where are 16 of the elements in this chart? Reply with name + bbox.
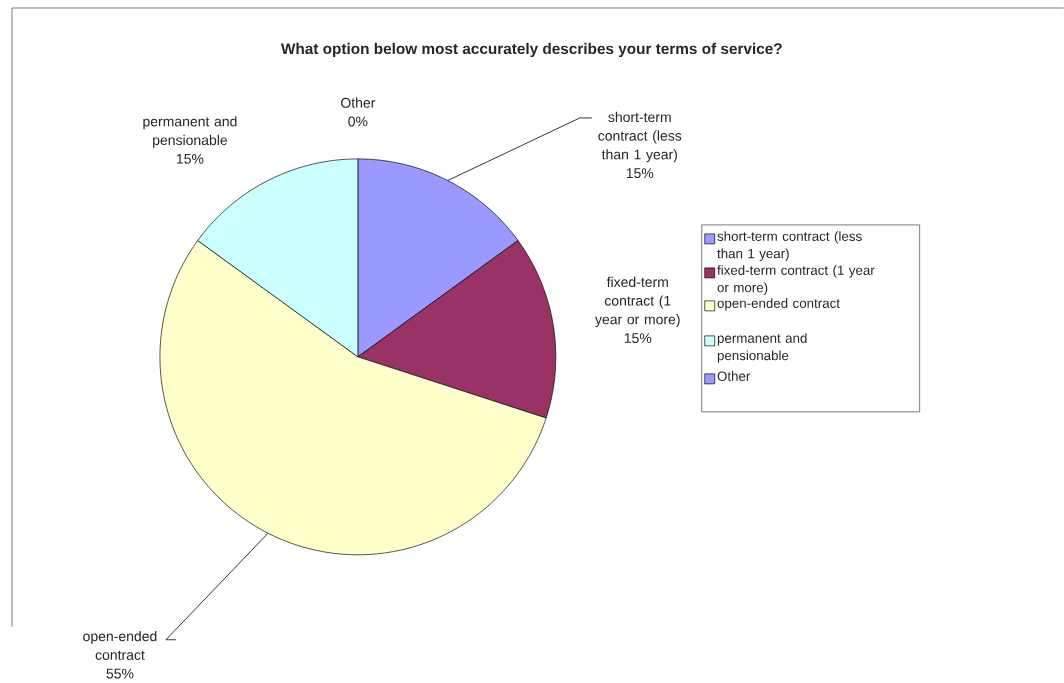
- legend-label: permanent and pensionable: [717, 333, 807, 363]
- chart-title: What option below most accurately describes your terms of service?: [280, 42, 782, 58]
- data-label: 15%: [626, 168, 654, 179]
- legend-label: short-term contract (less than 1 year): [717, 231, 862, 261]
- slice-label: fixed-term contract (1 year or more): [595, 276, 680, 328]
- slice-label: open-ended contract: [83, 630, 157, 660]
- data-label: 15%: [176, 153, 204, 164]
- legend-label: open-ended contract: [717, 298, 840, 311]
- slice-label: short-term contract (less than 1 year): [598, 111, 682, 163]
- legend-label: fixed-term contract (1 year or more): [717, 265, 875, 295]
- data-label: 55%: [106, 668, 134, 679]
- data-label: 15%: [624, 333, 652, 344]
- category-label: Other: [341, 97, 376, 108]
- text: 0%: [348, 116, 368, 127]
- slice-label: permanent and pensionable: [143, 116, 237, 148]
- legend-label: Other: [717, 371, 751, 381]
